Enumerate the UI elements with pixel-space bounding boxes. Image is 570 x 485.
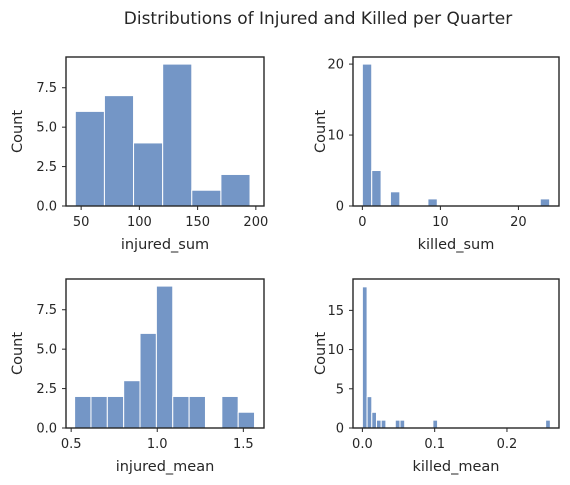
- y-axis-label: Count: [313, 332, 329, 375]
- axes-frame: [352, 56, 560, 207]
- histogram-bar: [172, 395, 190, 429]
- histogram-bar: [361, 286, 368, 429]
- histogram-bar: [237, 411, 256, 429]
- y-axis-label: Count: [10, 110, 26, 153]
- histogram-bar: [133, 142, 164, 207]
- histogram-bar: [427, 198, 438, 207]
- histogram-bar: [90, 395, 108, 429]
- y-tick-label: 5.0: [36, 121, 57, 136]
- x-axis-label: injured_sum: [121, 237, 209, 253]
- y-tick-label: 10: [327, 343, 344, 358]
- axes-frame: [352, 278, 560, 429]
- figure-title: Distributions of Injured and Killed per …: [124, 9, 512, 29]
- histogram-bar: [139, 332, 157, 429]
- histogram-bar: [220, 173, 251, 207]
- y-tick-label: 5.0: [36, 343, 57, 358]
- x-axis-label: injured_mean: [116, 459, 215, 475]
- histogram-bar: [539, 198, 551, 207]
- histogram-bar: [371, 411, 377, 429]
- x-tick-label: 0: [358, 215, 366, 230]
- x-tick-label: 0.5: [61, 437, 82, 452]
- histogram-killed-mean: 0.0 0.1 0.2 0 5 10 15 killed_mean Count: [313, 278, 560, 475]
- histogram-bar: [366, 396, 373, 429]
- histogram-bar: [375, 419, 382, 429]
- x-tick-label: 0.0: [352, 437, 373, 452]
- histogram-bar: [221, 395, 239, 429]
- histogram-injured-sum: 50 100 150 200 0.0 2.5 5.0 7.5 injured_sum Count: [10, 56, 268, 253]
- histogram-bar: [162, 63, 193, 207]
- x-tick-label: 100: [127, 215, 152, 230]
- histogram-bar: [545, 419, 551, 429]
- x-tick-label: 1.5: [233, 437, 254, 452]
- x-axis-label: killed_sum: [418, 237, 495, 253]
- axes-frame: [65, 56, 265, 207]
- y-axis-label: Count: [313, 110, 329, 153]
- x-tick-label: 10: [432, 215, 449, 230]
- y-tick-label: 10: [327, 129, 344, 144]
- y-axis-label: Count: [10, 332, 26, 375]
- y-tick-label: 0.0: [36, 200, 57, 215]
- axes-frame: [65, 278, 265, 429]
- histogram-bar: [123, 380, 141, 429]
- x-tick-label: 150: [185, 215, 210, 230]
- y-tick-label: 5: [336, 382, 344, 397]
- y-tick-label: 15: [327, 304, 344, 319]
- x-tick-label: 200: [243, 215, 268, 230]
- histogram-bar: [74, 110, 105, 207]
- histogram-bar: [191, 189, 222, 207]
- y-tick-label: 0.0: [36, 422, 57, 437]
- x-tick-label: 1.0: [147, 437, 168, 452]
- histogram-injured-mean: 0.5 1.0 1.5 0.0 2.5 5.0 7.5 injured_mean Count: [10, 278, 265, 475]
- histogram-bar: [389, 191, 401, 207]
- histogram-killed-sum: 0 10 20 0 10 20 killed_sum Count: [313, 56, 560, 253]
- x-tick-label: 0.2: [497, 437, 518, 452]
- y-tick-label: 20: [327, 58, 344, 73]
- histogram-bar: [188, 395, 206, 429]
- x-tick-label: 50: [73, 215, 90, 230]
- y-tick-label: 0: [336, 422, 344, 437]
- y-tick-label: 2.5: [36, 382, 57, 397]
- histogram-bar: [380, 419, 387, 429]
- histogram-bar: [106, 395, 125, 429]
- histogram-bar: [432, 419, 439, 429]
- histogram-bar: [399, 419, 406, 429]
- histogram-bar: [361, 63, 373, 207]
- y-tick-label: 0: [336, 200, 344, 215]
- x-tick-label: 0.1: [424, 437, 445, 452]
- x-axis-label: killed_mean: [413, 459, 500, 475]
- histogram-bar: [155, 285, 174, 429]
- y-tick-label: 7.5: [36, 81, 57, 96]
- x-tick-label: 20: [510, 215, 527, 230]
- histogram-bar: [394, 419, 401, 429]
- histogram-bar: [371, 170, 382, 207]
- histogram-bar: [74, 395, 92, 429]
- histogram-bar: [103, 95, 135, 207]
- y-tick-label: 7.5: [36, 303, 57, 318]
- y-tick-label: 2.5: [36, 160, 57, 175]
